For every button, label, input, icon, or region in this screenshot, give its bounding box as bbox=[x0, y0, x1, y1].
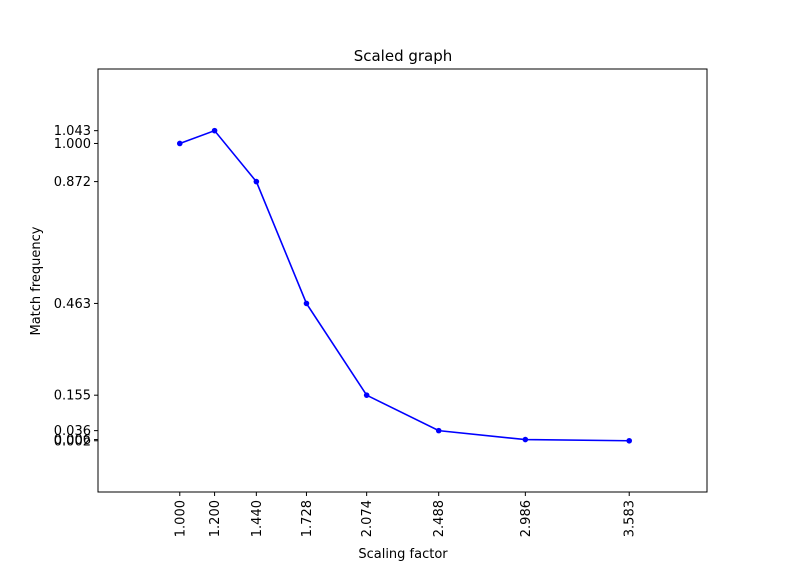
chart-title: Scaled graph bbox=[354, 47, 453, 65]
data-point bbox=[626, 437, 633, 444]
data-point bbox=[303, 300, 310, 307]
data-point bbox=[211, 127, 218, 134]
y-tick-label: 0.036 bbox=[54, 424, 91, 439]
y-tick-label: 0.002 bbox=[54, 434, 91, 449]
y-tick-label: 1.043 bbox=[54, 124, 91, 139]
data-point bbox=[176, 140, 183, 147]
x-tick-label: 1.440 bbox=[250, 500, 265, 537]
y-tick-label: 0.155 bbox=[54, 389, 91, 404]
x-tick-label: 1.728 bbox=[300, 500, 315, 537]
x-tick-label: 1.200 bbox=[208, 500, 223, 537]
y-tick-label: 0.463 bbox=[54, 297, 91, 312]
x-tick-label: 1.000 bbox=[173, 500, 188, 537]
x-tick-label: 3.583 bbox=[623, 500, 638, 537]
x-tick-label: 2.488 bbox=[432, 500, 447, 537]
series-line bbox=[179, 129, 630, 442]
y-tick-label: 1.000 bbox=[54, 137, 91, 152]
data-point bbox=[253, 178, 260, 185]
x-axis-title: Scaling factor bbox=[358, 547, 448, 562]
x-tick-label: 2.986 bbox=[519, 500, 534, 537]
x-tick-label: 2.074 bbox=[360, 500, 375, 537]
plot-frame bbox=[97, 68, 708, 493]
y-axis-title: Match frequency bbox=[29, 226, 44, 335]
y-tick-label: 0.006 bbox=[54, 433, 91, 448]
data-point bbox=[363, 392, 370, 398]
data-point bbox=[435, 427, 442, 434]
plot-area: 1.000 1.200 1.440 1.728 2.074 2.488 2.986 3.583… bbox=[54, 68, 708, 537]
y-tick-label: 0.872 bbox=[54, 175, 91, 190]
data-point bbox=[522, 436, 529, 443]
